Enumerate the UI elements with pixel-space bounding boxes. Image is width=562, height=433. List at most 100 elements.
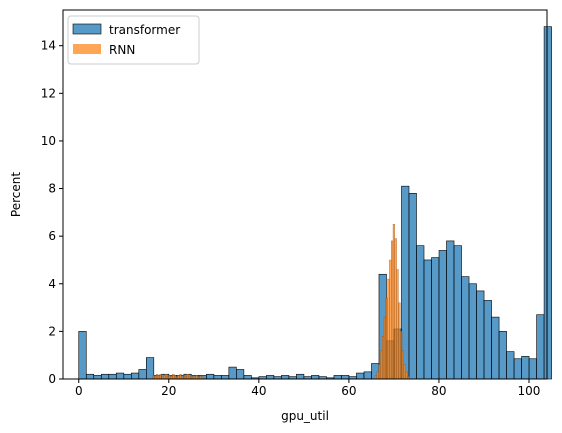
transformer-bar bbox=[491, 316, 500, 380]
x-tick-label: 40 bbox=[251, 384, 266, 398]
rnn-bar bbox=[174, 375, 177, 380]
y-tick-label: 12 bbox=[41, 86, 56, 100]
rnn-bar bbox=[152, 375, 155, 380]
transformer-bar bbox=[476, 290, 485, 380]
transformer-bar bbox=[213, 375, 222, 380]
transformer-bar bbox=[115, 372, 125, 380]
rnn-bar bbox=[380, 350, 383, 380]
rnn-bar bbox=[387, 278, 390, 380]
rnn-bar bbox=[177, 375, 180, 380]
y-tick-label: 4 bbox=[48, 277, 56, 291]
transformer-bar bbox=[221, 375, 230, 380]
rnn-bar bbox=[374, 375, 377, 380]
transformer-bar bbox=[468, 283, 477, 380]
y-tick-label: 14 bbox=[41, 39, 56, 53]
rnn-bar bbox=[396, 269, 399, 380]
transformer-bar bbox=[228, 366, 237, 380]
transformer-bar bbox=[446, 240, 455, 380]
transformer-bar bbox=[438, 250, 447, 380]
rnn-bar bbox=[400, 331, 403, 380]
rnn-bar bbox=[405, 371, 408, 380]
transformer-bar bbox=[506, 351, 515, 380]
rnn-bar bbox=[156, 374, 159, 380]
transformer-bar bbox=[78, 331, 87, 380]
rnn-bar bbox=[383, 316, 386, 380]
y-axis-ticks: 0 2 4 6 8 10 12 14 bbox=[41, 39, 63, 386]
rnn-bar bbox=[186, 374, 189, 380]
x-axis-ticks: 0 20 40 60 80 100 bbox=[75, 379, 541, 398]
x-tick-label: 100 bbox=[518, 384, 541, 398]
transformer-bar bbox=[123, 373, 132, 380]
rnn-bar bbox=[392, 224, 395, 380]
rnn-bar bbox=[398, 302, 401, 380]
legend-label-transformer: transformer bbox=[109, 23, 180, 37]
plot-frame bbox=[62, 9, 548, 380]
transformer-bar bbox=[236, 369, 245, 380]
transformer-bar bbox=[363, 371, 372, 380]
x-tick-label: 60 bbox=[341, 384, 356, 398]
rnn-bar bbox=[159, 374, 162, 380]
rnn-bar bbox=[168, 375, 171, 380]
legend: transformer RNN bbox=[67, 15, 200, 65]
transformer-bar bbox=[513, 358, 522, 380]
transformer-bar bbox=[401, 185, 410, 380]
transformer-bar bbox=[356, 372, 365, 380]
y-tick-label: 6 bbox=[48, 229, 56, 243]
transformer-bar bbox=[521, 356, 530, 380]
transformer-bar bbox=[281, 375, 290, 380]
rnn-bar bbox=[376, 371, 379, 380]
y-tick-label: 2 bbox=[48, 324, 56, 338]
rnn-bar bbox=[172, 374, 175, 380]
rnn-bar bbox=[195, 375, 198, 380]
rnn-bar bbox=[378, 364, 381, 380]
transformer-bar bbox=[431, 257, 440, 380]
transformer-bar bbox=[108, 373, 117, 380]
rnn-bar bbox=[382, 335, 385, 380]
transformer-bar bbox=[206, 373, 215, 380]
rnn-bars bbox=[152, 224, 410, 380]
legend-label-rnn: RNN bbox=[109, 43, 135, 57]
x-tick-label: 80 bbox=[431, 384, 446, 398]
transformer-bar bbox=[138, 369, 147, 380]
transformer-bar bbox=[341, 375, 350, 380]
transformer-bar bbox=[93, 375, 102, 380]
rnn-bar bbox=[163, 375, 166, 380]
y-tick-label: 10 bbox=[41, 134, 56, 148]
y-axis-label: Percent bbox=[9, 172, 23, 217]
transformer-bars bbox=[78, 26, 552, 380]
transformer-bar bbox=[311, 375, 320, 380]
rnn-bar bbox=[183, 375, 186, 380]
transformer-bar bbox=[461, 276, 470, 380]
rnn-bar bbox=[394, 238, 397, 380]
legend-swatch-transformer bbox=[72, 23, 102, 35]
y-tick-label: 8 bbox=[48, 182, 56, 196]
rnn-bar bbox=[385, 297, 388, 380]
transformer-bar bbox=[130, 372, 140, 380]
rnn-bar bbox=[157, 375, 160, 380]
transformer-bar bbox=[543, 26, 552, 380]
x-tick-label: 0 bbox=[75, 384, 83, 398]
rnn-bar bbox=[389, 259, 392, 380]
transformer-bar bbox=[423, 259, 432, 380]
legend-swatch-rnn bbox=[73, 44, 101, 54]
transformer-bar bbox=[498, 331, 507, 380]
rnn-bar bbox=[391, 240, 394, 380]
transformer-bar bbox=[416, 245, 425, 380]
transformer-bar bbox=[408, 193, 417, 380]
transformer-bar bbox=[100, 373, 110, 380]
rnn-bar bbox=[401, 350, 404, 380]
transformer-bar bbox=[536, 314, 545, 380]
x-axis-label: gpu_util bbox=[281, 409, 329, 423]
transformer-bar bbox=[85, 373, 95, 380]
x-tick-label: 20 bbox=[161, 384, 176, 398]
y-tick-label: 0 bbox=[48, 372, 56, 386]
transformer-bar bbox=[266, 375, 275, 380]
rnn-bar bbox=[403, 364, 406, 380]
transformer-bar bbox=[528, 358, 537, 380]
transformer-bar bbox=[483, 300, 492, 380]
transformer-bar bbox=[333, 375, 342, 380]
rnn-bar bbox=[165, 374, 168, 380]
rnn-bar bbox=[190, 375, 193, 380]
transformer-bar bbox=[296, 373, 305, 380]
